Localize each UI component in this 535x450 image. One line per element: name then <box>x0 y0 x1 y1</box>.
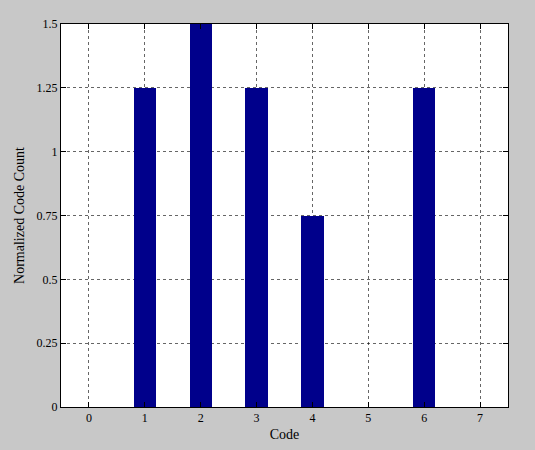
svg-text:0.25: 0.25 <box>37 336 58 350</box>
svg-text:1.5: 1.5 <box>43 17 58 31</box>
svg-text:4: 4 <box>309 411 315 425</box>
svg-text:0: 0 <box>52 400 58 414</box>
svg-text:0.5: 0.5 <box>43 273 58 287</box>
svg-text:6: 6 <box>421 411 427 425</box>
svg-text:5: 5 <box>365 411 371 425</box>
svg-text:1.25: 1.25 <box>37 81 58 95</box>
svg-text:Code: Code <box>270 427 300 442</box>
svg-text:2: 2 <box>198 411 204 425</box>
svg-text:1: 1 <box>52 145 58 159</box>
svg-text:Normalized Code Count: Normalized Code Count <box>12 147 27 284</box>
svg-text:0: 0 <box>86 411 92 425</box>
svg-text:1: 1 <box>142 411 148 425</box>
svg-text:7: 7 <box>477 411 483 425</box>
svg-text:3: 3 <box>254 411 260 425</box>
svg-text:0.75: 0.75 <box>37 209 58 223</box>
